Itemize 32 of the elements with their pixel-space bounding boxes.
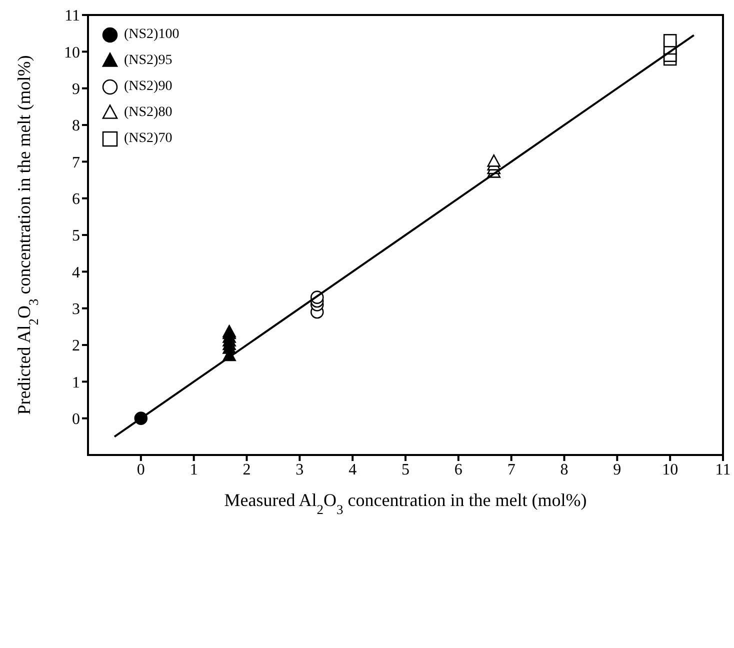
y-tick-label: 6 [72,191,80,208]
y-tick-label: 5 [72,228,80,245]
x-tick-label: 10 [662,461,678,478]
x-tick-label: 1 [190,461,198,478]
y-tick-label: 10 [64,44,80,62]
y-tick-label: 4 [72,264,80,282]
legend-label: (NS2)100 [124,27,180,43]
y-tick-label: 1 [72,374,80,392]
x-tick-label: 4 [348,461,357,478]
legend-label: (NS2)80 [124,105,172,121]
x-tick-label: 5 [402,461,410,478]
y-tick-label: 0 [72,411,80,428]
y-tick-label: 7 [72,154,80,172]
y-tick-label: 8 [72,118,80,135]
y-tick-label: 9 [72,81,80,98]
y-tick-label: 2 [72,338,80,355]
legend-label: (NS2)90 [124,79,172,95]
x-tick-label: 11 [715,461,731,478]
x-tick-label: 2 [242,461,251,478]
x-tick-label: 3 [296,461,304,478]
x-tick-label: 0 [136,461,145,478]
x-axis-title: Measured Al$_{2}$O$_{3}$ concentration in the melt (mol%) [224,490,587,516]
x-tick-label: 8 [560,461,568,478]
x-tick-label: 7 [507,461,516,478]
point [663,34,677,48]
point [487,154,501,167]
legend-label: (NS2)95 [124,53,172,69]
x-tick-label: 6 [454,461,462,478]
y-tick-label: 11 [64,8,80,25]
x-tick-label: 9 [613,461,622,478]
legend-label: (NS2)70 [124,131,172,147]
y-tick-label: 3 [72,301,80,318]
